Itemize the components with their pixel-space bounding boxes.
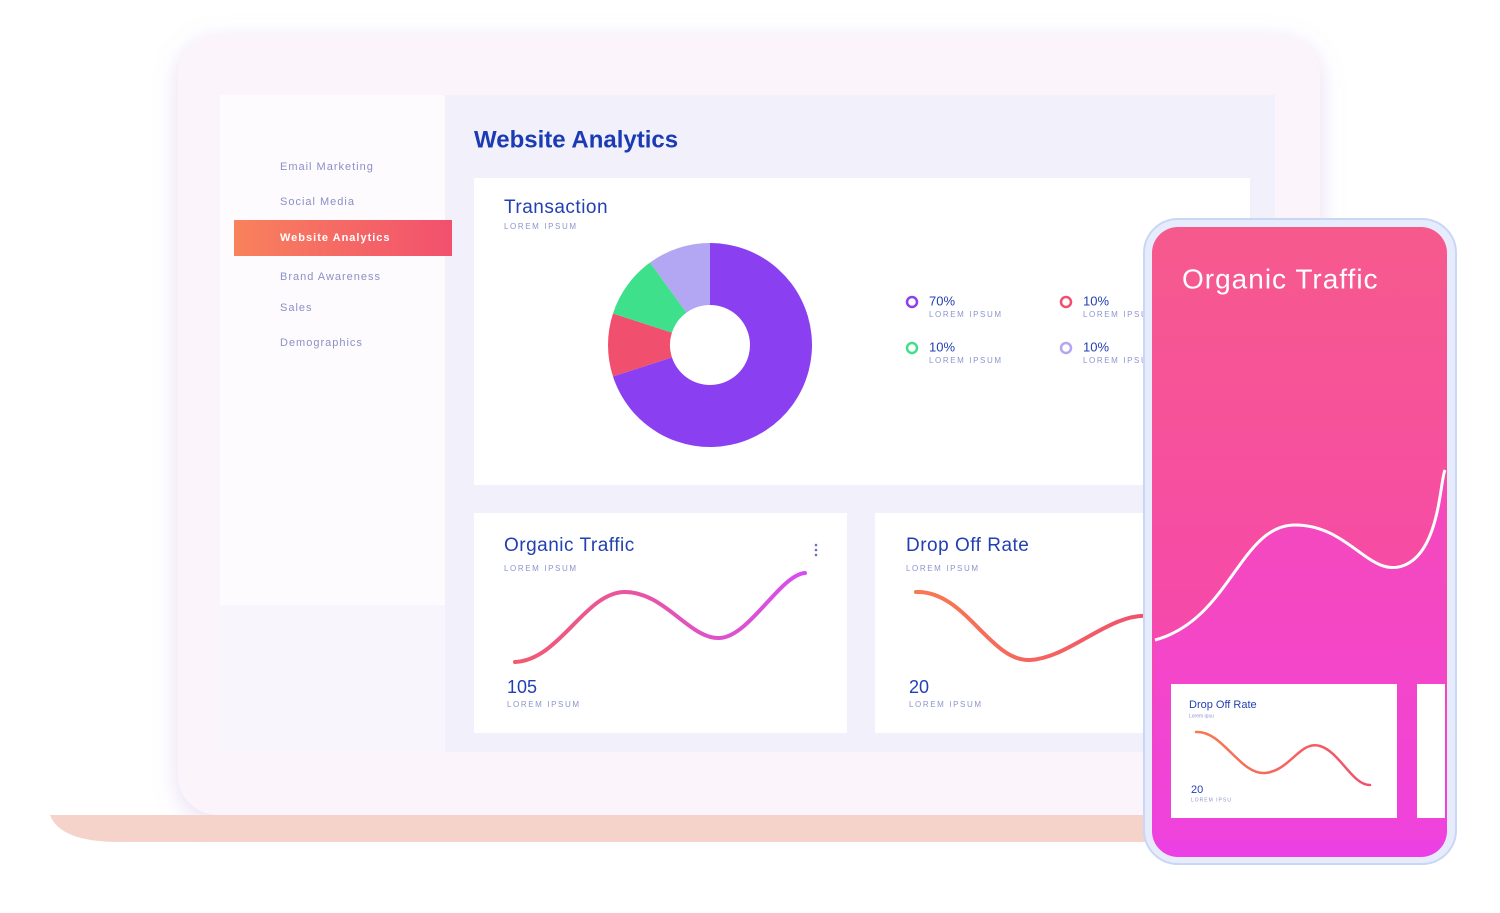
card-caption: LOREM IPSUM bbox=[507, 700, 581, 709]
legend: 70% LOREM IPSUM 10% LOREM IPSUM 10% LOREM IPS… bbox=[905, 293, 1157, 365]
card-subtitle: LOREM IPSUM bbox=[504, 222, 578, 231]
legend-label: LOREM IPSUM bbox=[929, 310, 1003, 319]
menu-item[interactable]: Website Analytics bbox=[280, 232, 391, 244]
card-subtitle: LOREM IPSUM bbox=[906, 564, 980, 573]
sidebar-menu: Email Marketing Social Media Website Analy… bbox=[234, 161, 452, 349]
menu-item[interactable]: Sales bbox=[280, 302, 313, 314]
donut-chart bbox=[607, 243, 812, 448]
legend-label: LOREM IPSUM bbox=[929, 356, 1003, 365]
card-title: Organic Traffic bbox=[504, 535, 635, 556]
card-caption: LOREM IPSUM bbox=[909, 700, 983, 709]
trend-line bbox=[914, 589, 1152, 663]
phone-card bbox=[1171, 684, 1397, 818]
menu-dots[interactable] bbox=[814, 543, 818, 557]
card-subtitle: LOREM IPSUM bbox=[504, 564, 578, 573]
legend-marker bbox=[1059, 295, 1073, 309]
phone-card-title: Drop Off Rate bbox=[1189, 699, 1257, 711]
phone-title: Organic Traffic bbox=[1182, 263, 1379, 294]
donut-segment bbox=[612, 243, 812, 448]
phone-card-caption: LOREM IPSU bbox=[1191, 797, 1232, 803]
trend-line bbox=[513, 571, 807, 664]
card-title: Drop Off Rate bbox=[906, 535, 1029, 556]
menu-item[interactable]: Social Media bbox=[280, 196, 355, 208]
menu-item[interactable]: Demographics bbox=[280, 337, 363, 349]
legend-marker bbox=[905, 295, 919, 309]
transaction-card bbox=[474, 178, 1250, 485]
card-value: 20 bbox=[909, 677, 929, 697]
legend-marker bbox=[1059, 341, 1073, 355]
legend-value: 10% bbox=[929, 339, 955, 354]
laptop-base bbox=[50, 815, 1450, 842]
trend-line bbox=[1194, 730, 1372, 787]
legend-label: LOREM IPSUM bbox=[1083, 356, 1157, 365]
donut-segment bbox=[650, 243, 710, 313]
wave-line bbox=[1154, 469, 1447, 642]
card-value: 105 bbox=[507, 677, 537, 697]
sidebar bbox=[220, 95, 445, 605]
legend-value: 70% bbox=[929, 293, 955, 308]
legend-value: 10% bbox=[1083, 293, 1109, 308]
phone-card-subtitle: Lorem ipsu bbox=[1189, 713, 1214, 719]
page-title: Website Analytics bbox=[474, 126, 678, 153]
donut-segment bbox=[612, 262, 687, 333]
donut-segment bbox=[607, 313, 672, 377]
menu-item[interactable]: Email Marketing bbox=[280, 161, 374, 173]
card-title: Transaction bbox=[504, 197, 608, 218]
active-item-bg bbox=[234, 220, 452, 256]
menu-item[interactable]: Brand Awareness bbox=[280, 271, 381, 283]
legend-value: 10% bbox=[1083, 339, 1109, 354]
legend-label: LOREM IPSUM bbox=[1083, 310, 1157, 319]
legend-marker bbox=[905, 341, 919, 355]
phone-card-value: 20 bbox=[1191, 784, 1203, 796]
organic-card bbox=[474, 513, 847, 733]
phone-card-next bbox=[1417, 684, 1445, 818]
